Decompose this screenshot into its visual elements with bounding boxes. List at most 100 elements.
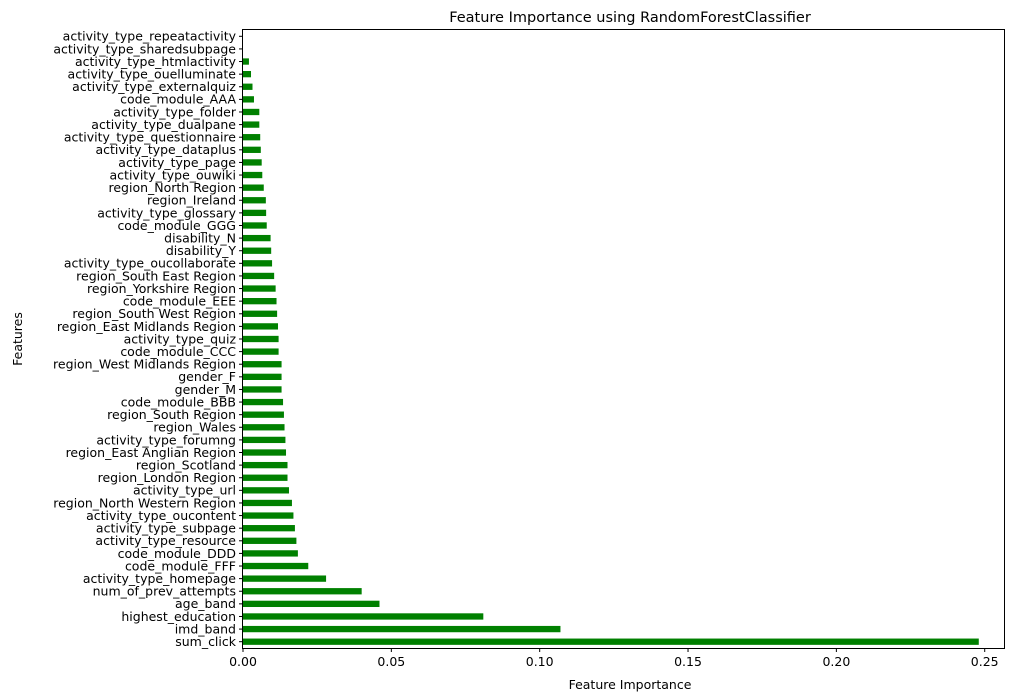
- y-tick-label: code_module_GGG: [117, 218, 236, 233]
- y-tick-label: activity_type_repeatactivity: [63, 29, 237, 44]
- bar-region_Ireland: [243, 197, 266, 204]
- y-tick-label: region_East Anglian Region: [66, 445, 236, 460]
- bar-activity_type_dualpane: [243, 121, 260, 128]
- y-tick-label: activity_type_homepage: [83, 571, 236, 586]
- y-tick-label: disability_Y: [166, 243, 236, 258]
- y-tick-label: activity_type_glossary: [97, 205, 236, 220]
- y-tick-label: gender_M: [175, 382, 236, 397]
- bar-activity_type_oucollaborate: [243, 260, 273, 267]
- y-tick-label: activity_type_url: [133, 483, 236, 498]
- y-tick-label: region_Wales: [153, 420, 236, 435]
- bar-region_London Region: [243, 474, 288, 481]
- bar-activity_type_subpage: [243, 525, 295, 532]
- y-tick-label: code_module_FFF: [125, 558, 236, 573]
- x-tick-label: 0.15: [674, 654, 702, 669]
- y-tick-label: region_South East Region: [76, 268, 236, 283]
- bar-code_module_FFF: [243, 562, 309, 570]
- bar-code_module_GGG: [243, 222, 267, 229]
- plot-frame: [242, 29, 1005, 649]
- y-tick-label: activity_type_subpage: [96, 521, 236, 536]
- bar-activity_type_resource: [243, 537, 297, 544]
- bar-region_North Western Region: [243, 499, 292, 507]
- bar-region_South Region: [243, 411, 284, 418]
- y-tick-label: activity_type_ouelluminate: [68, 67, 237, 82]
- x-axis-label: Feature Importance: [569, 677, 692, 692]
- bar-code_module_AAA: [243, 96, 254, 103]
- bar-activity_type_url: [243, 487, 289, 494]
- y-tick-label: region_Ireland: [147, 193, 236, 208]
- bar-region_East Anglian Region: [243, 449, 287, 456]
- y-tick-label: region_North Western Region: [53, 495, 236, 510]
- bar-activity_type_oucontent: [243, 512, 294, 519]
- y-tick-label: activity_type_quiz: [124, 331, 237, 346]
- bar-region_Yorkshire Region: [243, 285, 276, 292]
- bar-activity_type_folder: [243, 108, 260, 116]
- y-tick-label: activity_type_forumng: [96, 432, 236, 447]
- y-tick-label: activity_type_folder: [113, 104, 237, 119]
- bar-imd_band: [243, 625, 561, 633]
- x-tick-label: 0.25: [971, 654, 999, 669]
- bar-code_module_BBB: [243, 398, 284, 406]
- y-tick-label: code_module_DDD: [118, 546, 236, 561]
- bar-num_of_prev_attempts: [243, 588, 362, 595]
- bar-region_Wales: [243, 424, 285, 431]
- y-tick-label: region_South Region: [107, 407, 236, 422]
- bar-region_East Midlands Region: [243, 323, 279, 330]
- y-tick-label: code_module_CCC: [120, 344, 236, 359]
- bar-activity_type_externalquiz: [243, 83, 253, 90]
- bar-gender_M: [243, 386, 282, 393]
- bar-code_module_CCC: [243, 348, 279, 355]
- y-tick-label: imd_band: [175, 621, 236, 636]
- bar-activity_type_htmlactivity: [243, 58, 249, 65]
- y-tick-label: region_West Midlands Region: [53, 357, 236, 372]
- y-tick-label: region_North Region: [108, 180, 236, 195]
- y-tick-label: region_East Midlands Region: [57, 319, 236, 334]
- y-tick-label: region_Scotland: [136, 457, 236, 472]
- y-tick-label: gender_F: [178, 369, 236, 384]
- bar-gender_F: [243, 373, 282, 380]
- bar-region_South East Region: [243, 272, 275, 280]
- bar-region_West Midlands Region: [243, 361, 282, 368]
- bar-code_module_EEE: [243, 298, 277, 305]
- y-tick-label: activity_type_dualpane: [91, 117, 236, 132]
- bar-region_South West Region: [243, 310, 278, 317]
- bar-age_band: [243, 600, 380, 608]
- bar-disability_Y: [243, 247, 272, 254]
- x-tick-label: 0.20: [822, 654, 850, 669]
- y-tick-label: activity_type_oucontent: [86, 508, 236, 523]
- bar-region_North Region: [243, 184, 264, 191]
- bar-code_module_DDD: [243, 550, 298, 557]
- y-tick-label: region_South West Region: [72, 306, 236, 321]
- bar-highest_education: [243, 613, 484, 620]
- y-tick-label: disability_N: [164, 230, 236, 245]
- y-tick-label: region_London Region: [98, 470, 236, 485]
- x-tick-label: 0.05: [377, 654, 405, 669]
- y-tick-label: sum_click: [175, 634, 237, 649]
- y-axis-ticks: sum_clickimd_bandhighest_educationage_ba…: [53, 29, 243, 649]
- bar-activity_type_glossary: [243, 209, 267, 217]
- y-tick-label: activity_type_page: [118, 155, 236, 170]
- y-tick-label: code_module_AAA: [120, 92, 236, 107]
- y-axis-label: Features: [10, 312, 25, 366]
- y-tick-label: activity_type_sharedsubpage: [53, 41, 236, 56]
- y-tick-label: activity_type_ouwiki: [110, 167, 236, 182]
- bar-sum_click: [243, 638, 979, 645]
- bar-activity_type_ouwiki: [243, 171, 263, 179]
- y-tick-label: activity_type_htmlactivity: [75, 54, 237, 69]
- y-tick-label: code_module_EEE: [123, 294, 236, 309]
- bar-disability_N: [243, 234, 271, 242]
- bar-region_Scotland: [243, 461, 288, 469]
- y-tick-label: highest_education: [121, 609, 236, 624]
- bar-activity_type_questionnaire: [243, 134, 261, 141]
- y-tick-label: region_Yorkshire Region: [87, 281, 236, 296]
- y-tick-label: activity_type_questionnaire: [64, 130, 236, 145]
- bar-activity_type_page: [243, 159, 262, 166]
- y-tick-label: num_of_prev_attempts: [93, 584, 236, 599]
- x-tick-label: 0.10: [526, 654, 554, 669]
- bar-activity_type_ouelluminate: [243, 70, 252, 78]
- bars-group: [243, 58, 979, 645]
- y-tick-label: age_band: [175, 596, 236, 611]
- bar-activity_type_quiz: [243, 335, 279, 343]
- y-tick-label: activity_type_externalquiz: [72, 79, 236, 94]
